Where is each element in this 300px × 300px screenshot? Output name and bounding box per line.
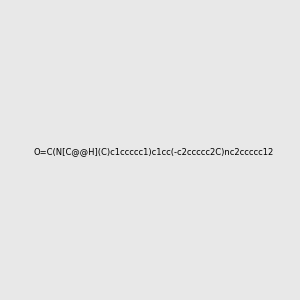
Text: O=C(N[C@@H](C)c1ccccc1)c1cc(-c2ccccc2C)nc2ccccc12: O=C(N[C@@H](C)c1ccccc1)c1cc(-c2ccccc2C)n… — [34, 147, 274, 156]
